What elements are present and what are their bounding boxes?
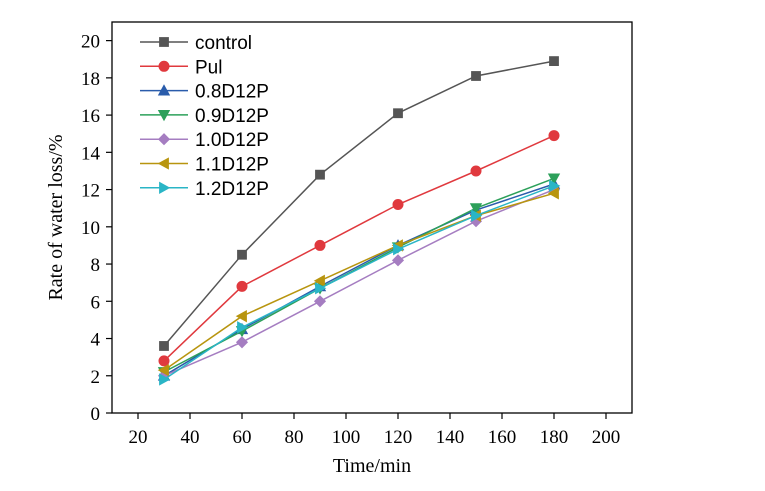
legend-label: 1.1D12P <box>195 155 269 176</box>
data-point <box>549 179 561 193</box>
series-control <box>159 56 559 351</box>
y-tick-label: 18 <box>81 69 100 90</box>
data-point <box>313 274 325 287</box>
series-layer <box>157 56 561 386</box>
legend-marker <box>159 37 169 47</box>
x-tick-label: 160 <box>488 427 517 448</box>
x-tick-label: 120 <box>384 427 413 448</box>
series-line <box>163 185 555 381</box>
legend-label: Pul <box>195 57 222 78</box>
legend-marker <box>157 133 171 146</box>
x-axis-ticks: 20 40 60 80 100 120 140 160 180 200 <box>129 413 621 448</box>
legend-label: 1.2D12P <box>195 179 269 200</box>
legend-label: 1.0D12P <box>195 130 269 151</box>
legend-item: 0.9D12P <box>140 106 269 127</box>
legend: control Pul 0.8D12P 0.9D12P 1.0D12P 1.1D12P 1.… <box>140 33 269 200</box>
data-point <box>469 203 483 215</box>
data-point <box>547 173 561 185</box>
data-point <box>237 321 249 334</box>
data-point <box>471 71 481 81</box>
data-point <box>313 295 327 308</box>
legend-marker <box>157 110 171 122</box>
y-tick-label: 2 <box>91 367 101 388</box>
x-axis-title: Time/min <box>333 455 411 477</box>
data-point <box>315 282 327 295</box>
y-tick-label: 10 <box>81 218 100 239</box>
data-point <box>314 239 326 251</box>
data-point <box>547 187 559 200</box>
legend-label: 0.8D12P <box>195 82 269 103</box>
legend-marker <box>157 84 171 96</box>
y-tick-label: 14 <box>81 143 101 164</box>
legend-label: 0.9D12P <box>195 106 269 127</box>
legend-item: 1.2D12P <box>140 179 269 200</box>
x-tick-label: 20 <box>129 427 148 448</box>
y-axis-title: Rate of water loss/% <box>45 134 67 300</box>
data-point <box>392 198 404 210</box>
y-tick-label: 0 <box>91 404 101 425</box>
data-point <box>236 280 248 292</box>
data-point <box>158 355 170 367</box>
data-point <box>470 165 482 177</box>
legend-marker <box>158 60 170 72</box>
series-Pul <box>158 130 560 367</box>
x-tick-label: 140 <box>436 427 465 448</box>
legend-label: control <box>195 33 252 54</box>
legend-item: 1.1D12P <box>140 155 269 176</box>
plot-border <box>111 21 633 414</box>
data-point <box>391 254 405 267</box>
y-tick-label: 8 <box>91 255 101 276</box>
legend-item: 0.8D12P <box>140 82 269 103</box>
data-point <box>393 108 403 119</box>
series-line <box>163 192 555 371</box>
x-tick-label: 40 <box>181 427 200 448</box>
series-line <box>163 60 555 347</box>
data-point <box>159 373 171 386</box>
x-tick-label: 200 <box>592 427 621 448</box>
data-point <box>548 130 560 142</box>
data-point <box>237 249 247 260</box>
x-tick-label: 80 <box>285 427 304 448</box>
y-tick-label: 16 <box>81 106 100 127</box>
data-point <box>157 363 169 377</box>
x-tick-label: 100 <box>332 427 361 448</box>
legend-item: 1.0D12P <box>140 130 269 151</box>
legend-marker <box>159 181 171 194</box>
data-point <box>315 169 325 180</box>
y-tick-label: 20 <box>81 32 100 53</box>
x-tick-label: 180 <box>540 427 569 448</box>
data-point <box>235 336 249 349</box>
y-tick-label: 4 <box>91 330 101 351</box>
legend-marker <box>157 157 169 170</box>
y-axis-ticks: 0 2 4 6 8 10 12 14 16 18 20 <box>81 32 112 425</box>
data-point <box>549 56 559 66</box>
y-tick-label: 12 <box>81 181 100 202</box>
legend-item: Pul <box>140 57 222 78</box>
series-line <box>163 134 555 362</box>
data-point <box>235 310 247 323</box>
data-point <box>471 209 483 222</box>
series-1.2D12P <box>159 179 561 386</box>
data-point <box>159 341 169 351</box>
series-0.9D12P <box>157 173 561 379</box>
x-tick-label: 60 <box>233 427 252 448</box>
y-tick-label: 6 <box>91 292 101 313</box>
data-point <box>393 242 405 256</box>
legend-item: control <box>140 33 252 54</box>
series-line <box>163 188 555 377</box>
plot-frame <box>111 21 633 414</box>
series-line <box>163 177 555 373</box>
